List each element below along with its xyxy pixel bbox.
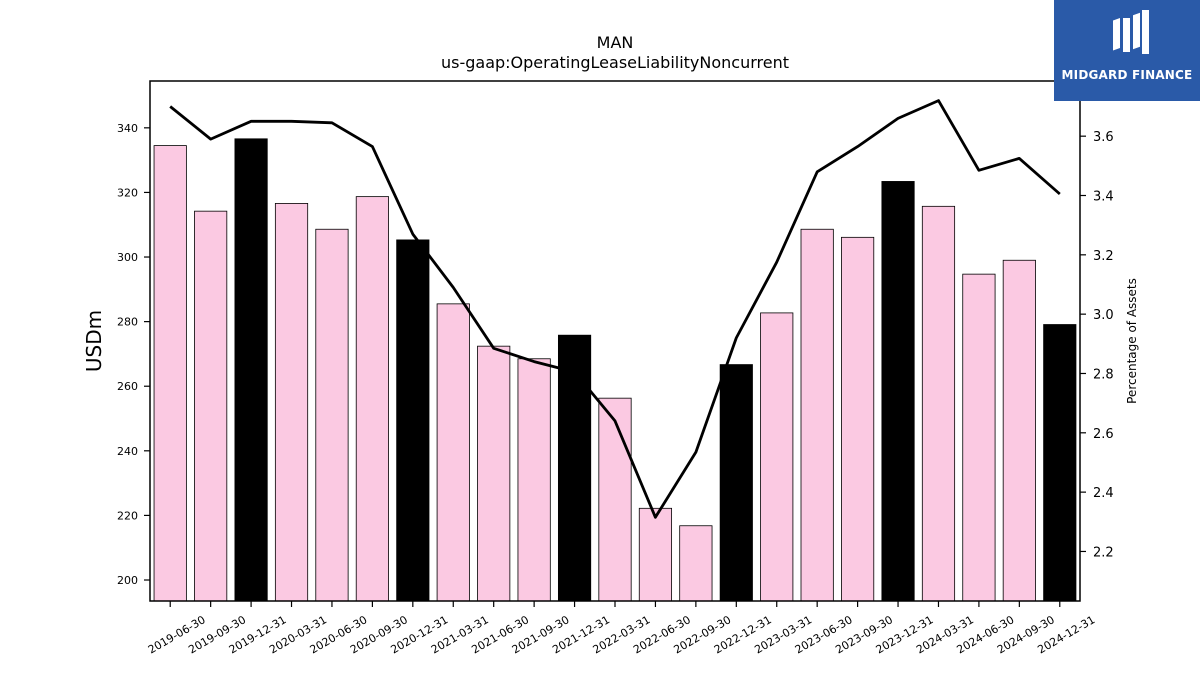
y-tick-label: 240 (117, 445, 138, 458)
bar-2021-03-31 (436, 303, 470, 602)
y2-tick-label: 3.4 (1093, 190, 1114, 205)
y-tick-label: 280 (117, 316, 138, 329)
bar-2022-06-30 (638, 507, 673, 602)
bar-2021-09-30 (517, 358, 551, 602)
brand-logo: MIDGARD FINANCE (1054, 0, 1200, 101)
y2-tick-label: 2.8 (1093, 367, 1114, 382)
percentage-line (169, 99, 1061, 519)
bar-2022-03-31 (598, 397, 632, 602)
chart-title: MAN (597, 33, 634, 52)
y-tick-label: 340 (117, 122, 138, 135)
bar-2022-12-31 (719, 364, 753, 602)
y-tick-label: 260 (117, 380, 138, 393)
bar-2020-09-30 (355, 196, 389, 602)
bar-2024-03-31 (921, 205, 956, 602)
y2-tick-label: 2.6 (1093, 427, 1114, 442)
bar-2019-06-30 (153, 145, 187, 602)
chart-subtitle: us-gaap:OperatingLeaseLiabilityNoncurren… (441, 53, 789, 72)
y-tick-label: 320 (117, 186, 138, 199)
y-tick-label: 300 (117, 251, 138, 264)
y2-axis-label: Percentage of Assets (1125, 278, 1139, 404)
bar-2020-12-31 (396, 239, 430, 602)
bar-2022-09-30 (679, 525, 713, 602)
bar-2021-06-30 (477, 345, 511, 602)
y2-tick-label: 2.2 (1093, 545, 1114, 560)
bar-2023-09-30 (841, 236, 875, 602)
y-axis-label: USDm (82, 310, 106, 372)
midgard-m-icon (1113, 10, 1149, 54)
bar-group (153, 138, 1077, 602)
bar-2019-12-31 (234, 138, 268, 602)
line-group (169, 99, 1061, 519)
y2-tick-label: 3.6 (1093, 130, 1114, 145)
y2-tick-label: 2.4 (1093, 486, 1114, 501)
brand-logo-text: MIDGARD FINANCE (1061, 68, 1193, 82)
bar-2023-03-31 (760, 312, 794, 602)
y2-tick-label: 3.2 (1093, 249, 1114, 264)
bar-2019-09-30 (194, 210, 228, 602)
y-tick-label: 220 (117, 509, 138, 522)
bar-2020-06-30 (315, 228, 349, 602)
bar-2024-12-31 (1043, 324, 1077, 602)
bar-2021-12-31 (557, 334, 592, 602)
bar-2024-09-30 (1002, 259, 1036, 602)
bar-2020-03-31 (274, 203, 309, 602)
bar-2023-06-30 (800, 228, 834, 602)
bar-2023-12-31 (881, 181, 915, 602)
y2-tick-label: 3.0 (1093, 308, 1114, 323)
y-tick-label: 200 (117, 574, 138, 587)
bar-2024-06-30 (962, 273, 996, 602)
